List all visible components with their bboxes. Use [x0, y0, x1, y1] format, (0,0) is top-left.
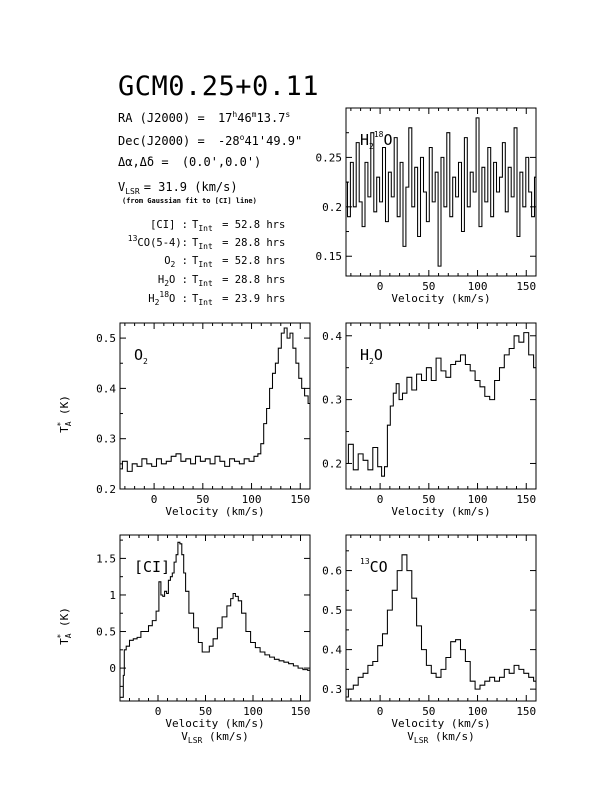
tint-row-line: O2 :: [164, 255, 188, 269]
x-tick-label: 50: [422, 493, 435, 506]
y-tick-label: 0.6: [322, 565, 342, 578]
x-axis-label-vlsr: VLSR (km/s): [407, 730, 474, 745]
x-tick-label: 100: [242, 493, 262, 506]
y-axis-label: TA* (K): [56, 395, 73, 433]
y-tick-label: 0.5: [96, 332, 116, 345]
y-tick-label: 0.3: [322, 683, 342, 696]
y-tick-label: 0.2: [96, 483, 116, 496]
plot-frame: [345, 322, 537, 490]
x-axis-label: Velocity (km/s): [391, 505, 490, 518]
y-tick-label: 0.2: [322, 457, 342, 470]
x-tick-label: 150: [516, 705, 536, 718]
x-tick-label: 100: [468, 493, 488, 506]
y-tick-label: 1.5: [96, 552, 116, 565]
y-tick-label: 0.3: [322, 394, 342, 407]
y-tick-label: 0.2: [322, 201, 342, 214]
species-label: 13CO: [360, 557, 388, 576]
x-axis-label: Velocity (km/s): [391, 717, 490, 730]
x-tick-label: 100: [468, 280, 488, 293]
x-tick-label: 50: [422, 280, 435, 293]
species-label: O2: [134, 346, 148, 366]
y-tick-label: 0.4: [322, 330, 342, 343]
ra-line: RA (J2000) = 17h46m13.7s: [118, 110, 290, 125]
spectrum-trace: [346, 332, 536, 477]
vlsr-note: (from Gaussian fit to [CI] line): [122, 197, 257, 205]
spectrum-trace: [120, 327, 310, 472]
y-tick-label: 1: [109, 589, 116, 602]
plot-frame: [345, 107, 537, 277]
x-tick-label: 0: [377, 493, 384, 506]
y-tick-label: 0.5: [96, 626, 116, 639]
dec-line: Dec(J2000) = -28o41'49.9": [118, 133, 302, 148]
y-tick-label: 0.5: [322, 604, 342, 617]
panel-h2o: 0 50 100 150 0.2 0.3 0.4 Velocity (km/s) H2O: [322, 322, 537, 518]
panel-ci: 0 50 100 150 0 0.5 1 1.5 Velocity (km/s)VLSR (km…: [56, 534, 311, 745]
x-tick-label: 50: [196, 493, 209, 506]
integration-time-table: [CI] : TInt = 52.8 hrs 13CO(5-4): TInt = 28…: [128, 219, 286, 307]
x-tick-label: 50: [422, 705, 435, 718]
y-tick-label: 0.4: [322, 644, 342, 657]
species-label: [CI]: [134, 558, 170, 576]
x-tick-label: 0: [155, 705, 162, 718]
species-label: H2O: [360, 346, 383, 366]
y-axis-label: TA* (K): [56, 607, 73, 645]
tint-row-line: H2O :: [158, 274, 188, 288]
coordinates-block: RA (J2000) = 17h46m13.7s Dec(J2000) = -2…: [118, 110, 302, 205]
x-tick-label: 0: [151, 493, 158, 506]
plot-frame: [119, 322, 311, 490]
offset-line: Δα,Δδ = (0.0',0.0'): [118, 155, 261, 169]
x-tick-label: 150: [516, 280, 536, 293]
x-tick-label: 50: [199, 705, 212, 718]
tint-row-line: H218O :: [148, 290, 188, 307]
tint-row-value: TInt = 52.8 hrs: [192, 255, 285, 269]
panel-o2: 0 50 100 150 0.2 0.3 0.4 0.5 Velocity (km/s) TA* …: [56, 322, 311, 518]
x-axis-label: Velocity (km/s): [165, 505, 264, 518]
y-tick-label: 0.25: [316, 151, 343, 164]
x-axis-label: Velocity (km/s): [165, 717, 264, 730]
x-tick-label: 0: [377, 280, 384, 293]
y-tick-label: 0.15: [316, 250, 343, 263]
y-tick-label: 0.4: [96, 382, 116, 395]
tint-row-value: TInt = 23.9 hrs: [192, 293, 285, 307]
x-tick-label: 150: [290, 493, 310, 506]
spectrum-trace: [346, 117, 536, 267]
x-tick-label: 150: [291, 705, 311, 718]
x-axis-label: Velocity (km/s): [391, 292, 490, 305]
tint-row-line: 13CO(5-4):: [128, 234, 188, 249]
y-tick-label: 0.3: [96, 433, 116, 446]
panel-13co: 0 50 100 150 0.3 0.4 0.5 0.6 Velocity (km/s)VLSR…: [322, 534, 537, 745]
x-axis-label-vlsr: VLSR (km/s): [181, 730, 248, 745]
x-tick-label: 0: [377, 705, 384, 718]
y-tick-label: 0: [109, 662, 116, 675]
tint-row-value: TInt = 28.8 hrs: [192, 237, 285, 251]
spectrum-trace: [346, 554, 536, 698]
source-title: GCM0.25+0.11: [118, 71, 319, 102]
tint-row-value: TInt = 28.8 hrs: [192, 274, 285, 288]
tint-row-line: [CI] :: [150, 219, 188, 231]
x-tick-label: 100: [243, 705, 263, 718]
tint-row-value: TInt = 52.8 hrs: [192, 219, 285, 233]
x-tick-label: 150: [516, 493, 536, 506]
spectrum-trace: [120, 541, 310, 698]
panel-h2-18o: 0 50 100 150 0.15 0.2 0.25 Velocity (km/s) H218O: [316, 107, 537, 305]
species-label: H218O: [360, 130, 393, 151]
vlsr-line: VLSR = 31.9 (km/s): [118, 180, 238, 196]
plot-frame: [345, 534, 537, 702]
x-tick-label: 100: [468, 705, 488, 718]
